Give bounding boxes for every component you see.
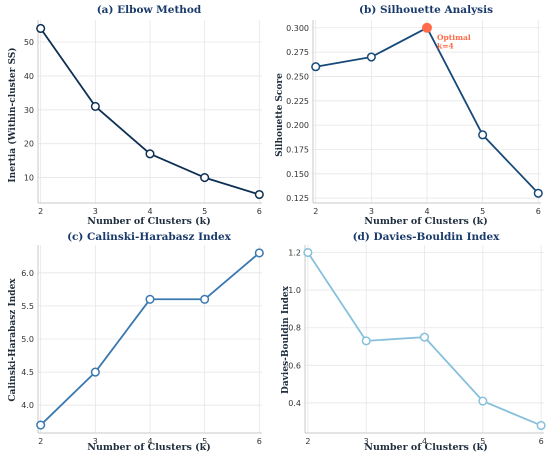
y-tick-label: 0.125	[286, 194, 309, 203]
y-axis-label: Inertia (Within-cluster SS)	[7, 47, 18, 182]
chart-title: (d) Davies-Bouldin Index	[353, 231, 501, 243]
y-tick-label: 0.200	[286, 121, 309, 130]
y-tick-label: 5.5	[21, 302, 34, 311]
data-point	[536, 420, 546, 431]
plot-area: 2 3 4 5 6 0.125 0.150 0.175 0.200 0.225 0.250 0.275…	[286, 20, 543, 216]
chart-title: (b) Silhouette Analysis	[359, 4, 493, 16]
x-axis-label: Number of Clusters (k)	[87, 442, 210, 453]
x-tick-label: 4	[424, 207, 429, 216]
x-tick-label: 2	[305, 437, 310, 446]
x-tick-label: 6	[536, 207, 541, 216]
y-tick-label: 0.275	[286, 48, 309, 57]
panel-davies-bouldin: (d) Davies-Bouldin Index Number of Clust…	[281, 231, 546, 453]
data-point	[36, 420, 46, 430]
y-tick-label: 50	[24, 38, 34, 47]
y-tick-label: 0.250	[286, 72, 309, 81]
annotation-label: Optimal	[437, 33, 471, 42]
y-tick-label: 0.175	[286, 145, 309, 154]
y-tick-label: 4.0	[21, 401, 34, 410]
x-tick-label: 5	[202, 207, 207, 216]
y-tick-label: 5.0	[21, 335, 34, 344]
x-axis-label: Number of Clusters (k)	[364, 216, 487, 227]
y-tick-label: 30	[24, 106, 34, 115]
chart-title: (a) Elbow Method	[97, 4, 202, 16]
y-tick-label: 1.2	[288, 249, 301, 258]
plot-area: 2 3 4 5 6 4.0 4.5 5.0 5.5 6.0	[21, 245, 264, 446]
y-axis-label: Calinski-Harabasz Index	[8, 278, 18, 402]
x-tick-label: 3	[364, 437, 369, 446]
x-tick-label: 6	[257, 437, 262, 446]
data-point	[200, 294, 210, 304]
x-axis-label: Number of Clusters (k)	[87, 216, 210, 227]
y-tick-label: 1.0	[288, 286, 301, 295]
y-tick-label: 0.300	[286, 24, 309, 33]
data-point	[145, 294, 155, 304]
plot-area: 2 3 4 5 6 0.4 0.6 0.8 1.0 1.2	[288, 245, 546, 446]
panel-elbow: (a) Elbow Method Number of Clusters (k) …	[7, 4, 264, 227]
chart-title: (c) Calinski-Harabasz Index	[67, 231, 232, 243]
y-tick-label: 0.150	[286, 170, 309, 179]
data-point	[254, 189, 264, 200]
panel-silhouette: (b) Silhouette Analysis Number of Cluste…	[275, 4, 543, 227]
data-point	[36, 23, 46, 34]
x-axis-label: Number of Clusters (k)	[364, 442, 487, 453]
x-tick-label: 6	[257, 207, 262, 216]
y-tick-label: 6.0	[21, 269, 34, 278]
annotation-label: k=4	[437, 42, 454, 51]
data-point	[361, 336, 371, 346]
data-point	[254, 248, 264, 258]
data-point	[90, 367, 100, 377]
y-tick-label: 20	[24, 140, 34, 149]
plot-area: 2 3 4 5 6 10 20 30 40 50	[24, 20, 264, 216]
optimal-point	[422, 22, 432, 33]
data-point	[90, 101, 100, 111]
data-point	[533, 188, 543, 198]
x-tick-label: 4	[147, 207, 152, 216]
y-tick-label: 0.4	[288, 399, 301, 408]
x-tick-label: 2	[38, 437, 43, 446]
x-tick-label: 2	[313, 207, 318, 216]
data-point	[419, 332, 430, 342]
y-tick-label: 0.225	[286, 97, 309, 106]
data-point	[478, 396, 488, 406]
x-tick-label: 5	[480, 437, 485, 446]
y-tick-label: 40	[24, 72, 34, 81]
y-axis-label: Silhouette Score	[275, 73, 285, 157]
x-tick-label: 2	[38, 207, 43, 216]
x-tick-label: 5	[202, 437, 207, 446]
panel-calinski-harabasz: (c) Calinski-Harabasz Index Number of Cl…	[8, 231, 264, 453]
data-point	[303, 247, 313, 258]
y-tick-label: 0.8	[288, 324, 301, 333]
x-tick-label: 4	[422, 437, 427, 446]
x-tick-label: 6	[539, 437, 544, 446]
data-point	[145, 149, 155, 159]
x-tick-label: 4	[147, 437, 152, 446]
y-axis-label: Davies-Bouldin Index	[281, 285, 291, 394]
x-tick-label: 5	[480, 207, 485, 216]
data-point	[311, 62, 321, 72]
x-tick-label: 3	[369, 207, 374, 216]
data-point	[478, 130, 488, 140]
x-tick-label: 3	[93, 437, 98, 446]
y-tick-label: 10	[24, 174, 34, 183]
y-tick-label: 0.6	[288, 361, 301, 370]
y-tick-label: 4.5	[21, 368, 34, 377]
data-point	[200, 173, 210, 183]
data-point	[366, 52, 376, 62]
x-tick-label: 3	[93, 207, 98, 216]
